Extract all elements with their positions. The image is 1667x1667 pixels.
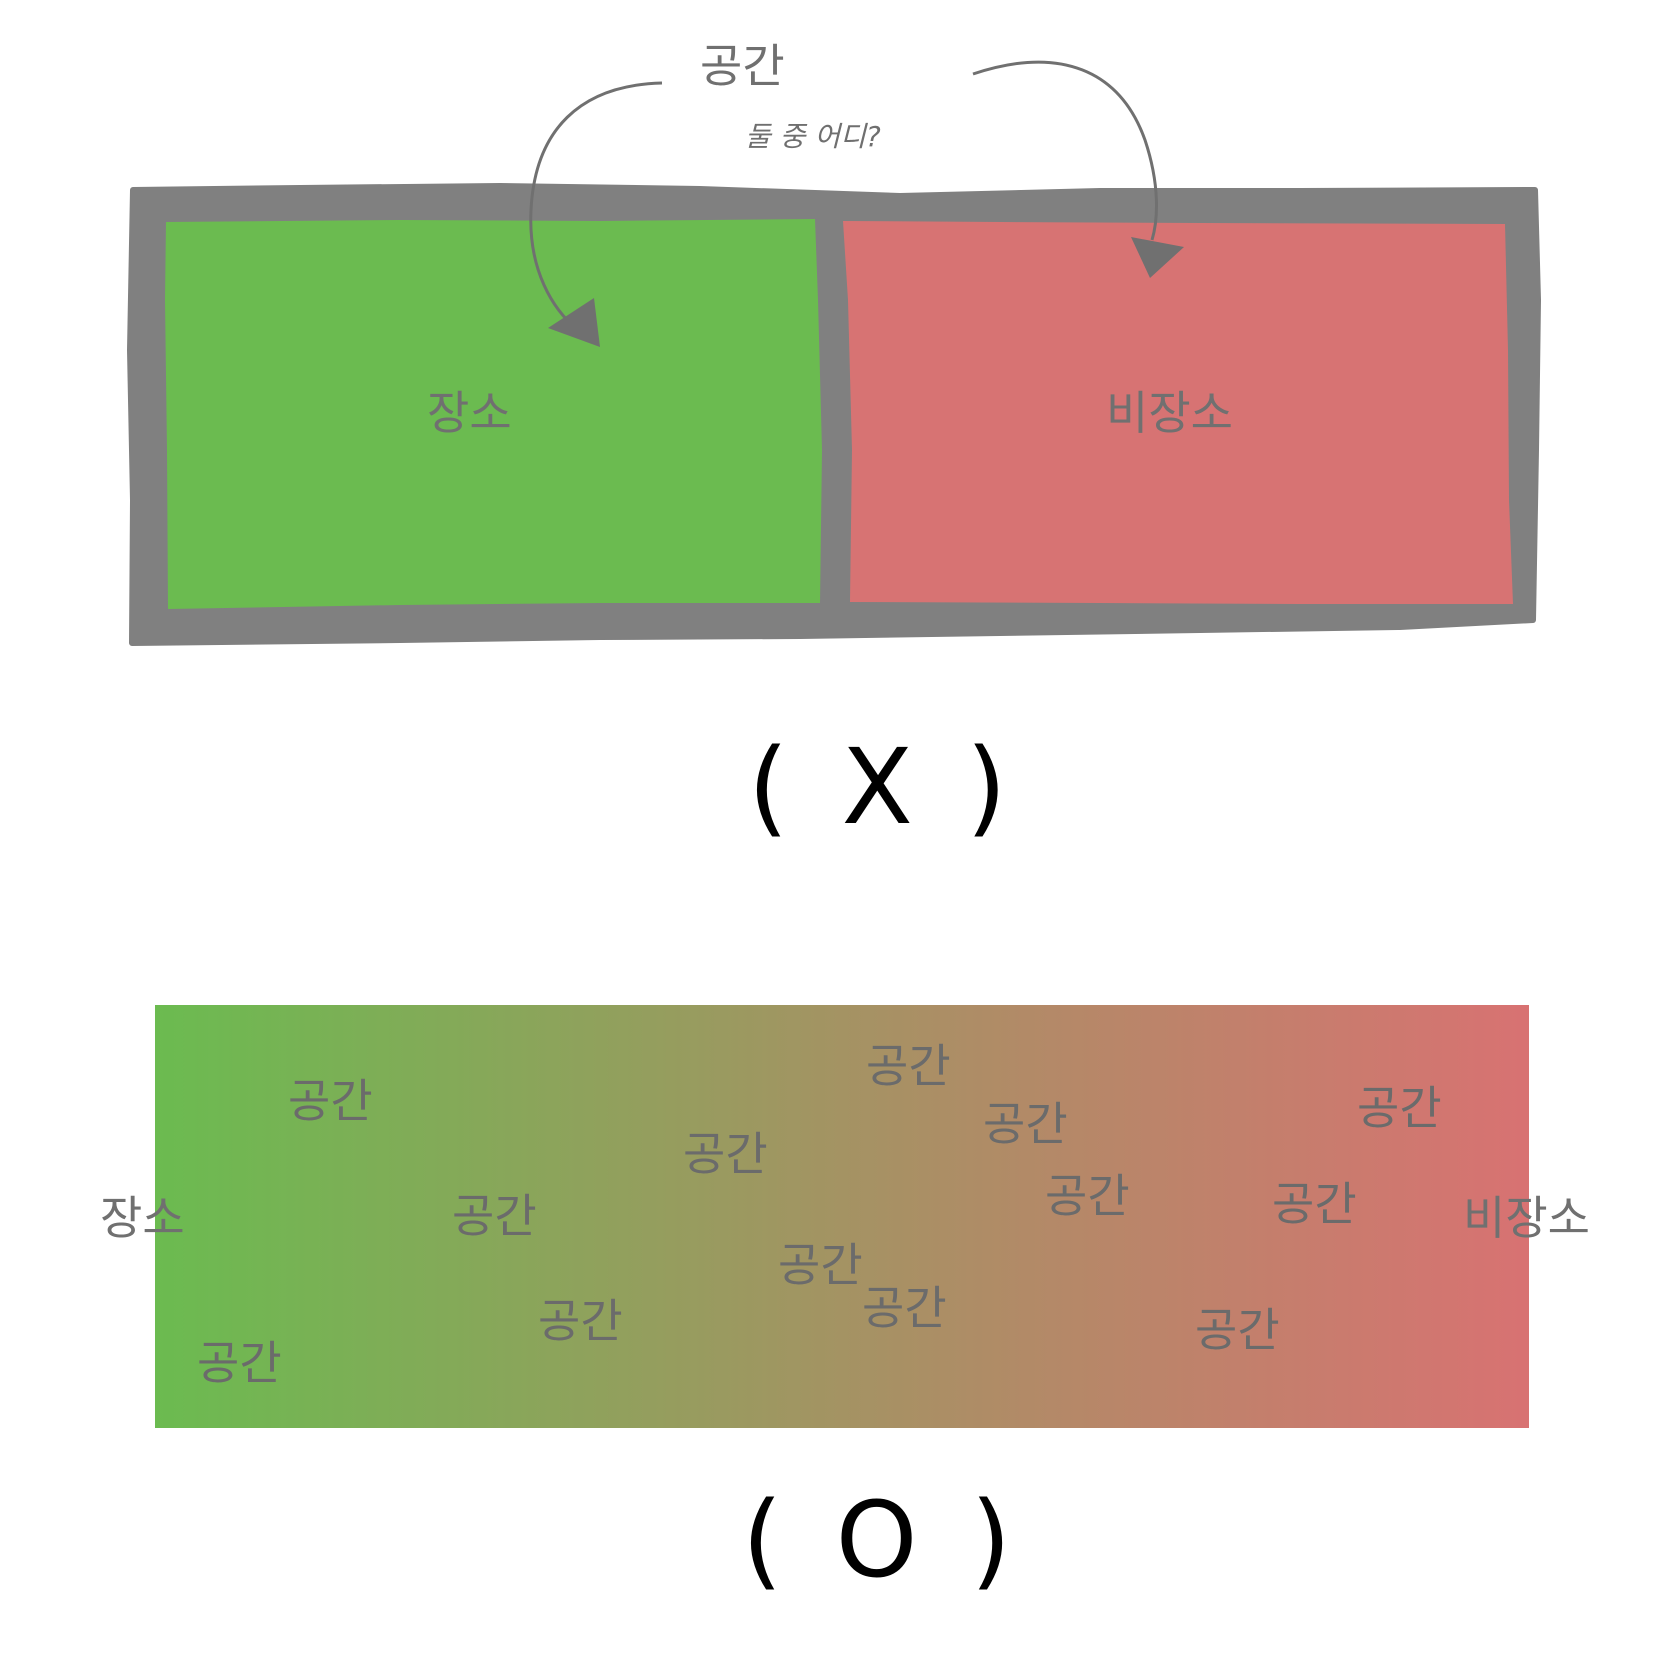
space-label: 공간: [866, 1039, 951, 1093]
place-box: [165, 219, 822, 609]
space-label: 공간: [452, 1189, 537, 1243]
space-label: 공간: [683, 1127, 768, 1181]
space-label: 공간: [778, 1238, 863, 1292]
space-label: 공간: [983, 1097, 1068, 1151]
space-label: 공간: [862, 1281, 947, 1335]
place-spectrum-bar: [155, 1005, 1529, 1428]
arrow-to-non-place-line: [972, 60, 1158, 241]
non-place-box-label: 비장소: [1106, 386, 1233, 440]
space-label: 공간: [538, 1294, 623, 1348]
spectrum-left-label: 장소: [100, 1191, 185, 1245]
correct-verdict: ( O ): [742, 1479, 1022, 1601]
diagram-title: 공간: [700, 39, 785, 93]
arrow-to-non-place-head: [1131, 237, 1184, 278]
space-label: 공간: [1272, 1177, 1357, 1231]
binary-diagram: [127, 60, 1541, 646]
space-label: 공간: [288, 1074, 373, 1128]
non-place-box: [843, 221, 1513, 604]
arrow-to-place-head: [548, 298, 600, 347]
spectrum-right-label: 비장소: [1463, 1191, 1590, 1245]
place-box-label: 장소: [427, 386, 512, 440]
wrong-verdict: ( X ): [748, 726, 1017, 848]
space-label: 공간: [1357, 1081, 1442, 1135]
arrow-to-place-line: [529, 81, 663, 332]
space-label: 공간: [197, 1336, 282, 1390]
space-label: 공간: [1195, 1303, 1280, 1357]
diagram-subtitle: 둘 중 어디?: [745, 120, 881, 153]
space-label: 공간: [1045, 1169, 1130, 1223]
